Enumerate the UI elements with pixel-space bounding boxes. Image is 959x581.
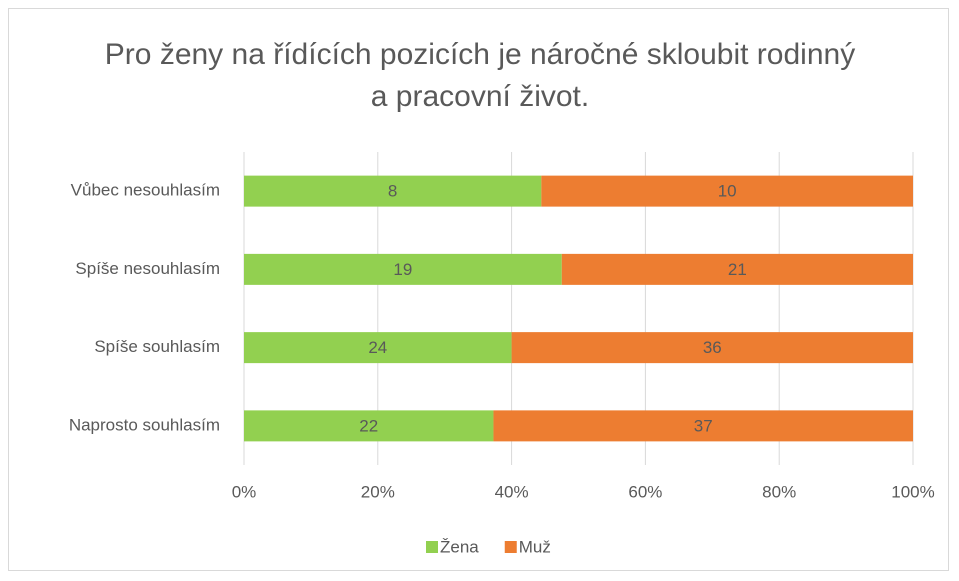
legend-swatch bbox=[504, 541, 517, 553]
x-tick-label: 20% bbox=[361, 482, 395, 501]
data-label: 21 bbox=[728, 260, 747, 279]
chart-title: Pro ženy na řídících pozicích je náročné… bbox=[104, 38, 856, 113]
data-label: 10 bbox=[718, 182, 737, 201]
x-tick-label: 60% bbox=[628, 482, 662, 501]
bar-segment bbox=[493, 410, 913, 442]
y-tick-label: Spíše nesouhlasím bbox=[75, 259, 220, 278]
legend-label: Muž bbox=[519, 537, 551, 556]
data-label: 8 bbox=[388, 182, 397, 201]
data-label: 36 bbox=[703, 338, 722, 357]
bar-segment bbox=[561, 253, 913, 285]
data-label: 19 bbox=[393, 260, 412, 279]
data-label: 24 bbox=[368, 338, 387, 357]
bar-segment bbox=[244, 175, 542, 207]
x-tick-label: 40% bbox=[495, 482, 529, 501]
data-label: 22 bbox=[359, 416, 378, 435]
bar-segment bbox=[244, 253, 562, 285]
bar-segment bbox=[244, 332, 512, 364]
data-label: 37 bbox=[694, 416, 713, 435]
y-tick-label: Vůbec nesouhlasím bbox=[71, 181, 220, 200]
legend-swatch bbox=[426, 541, 438, 553]
chart-border bbox=[8, 8, 949, 571]
x-tick-label: 100% bbox=[891, 482, 934, 501]
bar-segment bbox=[541, 175, 913, 207]
x-tick-label: 0% bbox=[232, 482, 257, 501]
x-tick-label: 80% bbox=[762, 482, 796, 501]
y-tick-label: Spíše souhlasím bbox=[94, 337, 220, 356]
y-tick-label: Naprosto souhlasím bbox=[69, 415, 220, 434]
bar-segment bbox=[511, 332, 913, 364]
bar-segment bbox=[244, 410, 494, 442]
legend-label: Žena bbox=[440, 537, 479, 556]
